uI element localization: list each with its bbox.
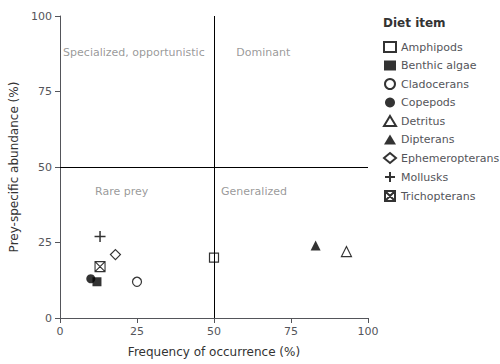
svg-text:Trichopterans: Trichopterans xyxy=(400,190,476,203)
svg-text:Frequency of occurrence (%): Frequency of occurrence (%) xyxy=(128,345,300,359)
svg-text:0: 0 xyxy=(57,325,64,338)
svg-text:Dipterans: Dipterans xyxy=(401,133,455,146)
svg-text:100: 100 xyxy=(31,10,52,23)
svg-text:Ephemeropterans: Ephemeropterans xyxy=(401,152,499,165)
svg-text:Rare prey: Rare prey xyxy=(95,185,149,198)
svg-text:Diet item: Diet item xyxy=(383,16,446,30)
svg-text:Copepods: Copepods xyxy=(401,96,456,109)
svg-text:Prey-specific abundance (%): Prey-specific abundance (%) xyxy=(7,82,21,253)
svg-text:100: 100 xyxy=(358,325,379,338)
svg-text:25: 25 xyxy=(130,325,144,338)
svg-text:50: 50 xyxy=(38,161,52,174)
svg-text:Detritus: Detritus xyxy=(401,115,445,128)
svg-text:75: 75 xyxy=(38,85,52,98)
svg-text:Mollusks: Mollusks xyxy=(401,171,448,184)
svg-text:Benthic algae: Benthic algae xyxy=(401,59,477,72)
svg-text:Specialized, opportunistic: Specialized, opportunistic xyxy=(63,46,205,59)
svg-text:0: 0 xyxy=(45,312,52,325)
svg-text:25: 25 xyxy=(38,236,52,249)
svg-text:50: 50 xyxy=(207,325,221,338)
svg-text:Dominant: Dominant xyxy=(236,46,291,59)
svg-text:75: 75 xyxy=(284,325,298,338)
svg-text:Amphipods: Amphipods xyxy=(401,41,463,54)
svg-text:Generalized: Generalized xyxy=(221,185,287,198)
svg-text:Cladocerans: Cladocerans xyxy=(401,78,469,91)
